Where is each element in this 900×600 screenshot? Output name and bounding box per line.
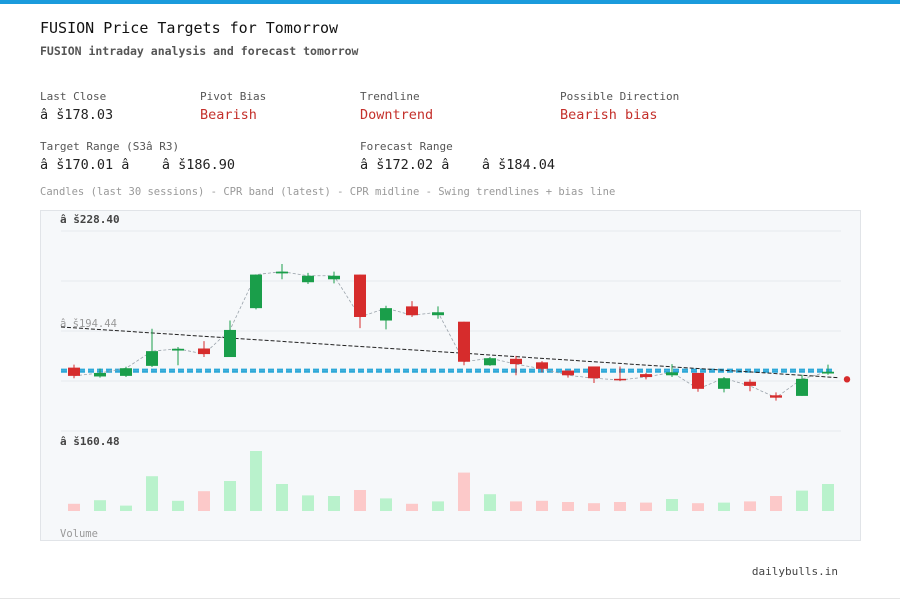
candle-body (68, 367, 80, 376)
stat-direction-label: Possible Direction (560, 90, 680, 103)
stat-pivot-bias-value: Bearish (200, 107, 257, 123)
bias-marker (843, 376, 851, 383)
page-title: FUSION Price Targets for Tomorrow (40, 19, 339, 37)
candle-body (614, 378, 626, 381)
volume-bar (458, 472, 470, 511)
volume-bar (406, 503, 418, 511)
candle-body (692, 372, 704, 389)
volume-bar (822, 484, 834, 511)
volume-bar (146, 476, 158, 511)
volume-bar (510, 501, 522, 511)
volume-bar (692, 503, 704, 511)
candle-body (172, 348, 184, 351)
candle-body (562, 370, 574, 376)
candle-body (432, 312, 444, 316)
chart-caption: Candles (last 30 sessions) - CPR band (l… (40, 186, 616, 198)
footer-source: dailybulls.in (751, 565, 838, 578)
candle-body (510, 358, 522, 365)
volume-bar (68, 503, 80, 511)
stat-last-close: Last Close â š178.03 (40, 90, 113, 123)
candlestick-chart: â š228.40 â š194.44 â š160.48 Volume (60, 213, 851, 540)
candle-body (354, 274, 366, 317)
candle-body (744, 381, 756, 386)
volume-bar (172, 500, 184, 511)
volume-bar (614, 502, 626, 511)
candle-body (198, 348, 210, 355)
candle-body (822, 371, 834, 374)
chart-panel: â š228.40 â š194.44 â š160.48 Volume (40, 210, 861, 541)
candle-body (276, 271, 288, 274)
volume-bar (276, 484, 288, 511)
volume-bar (796, 490, 808, 511)
candle-body (536, 362, 548, 369)
volume-bar (744, 501, 756, 511)
stat-trendline: Trendline Downtrend (360, 90, 433, 123)
stat-target-range-value: â š170.01 â â š186.90 (40, 157, 236, 173)
stat-forecast-range-value: â š172.02 â â š184.04 (360, 157, 556, 173)
volume-bar (562, 502, 574, 511)
volume-bar (666, 499, 678, 511)
stat-pivot-bias: Pivot Bias Bearish (200, 90, 266, 123)
volume-bar (94, 500, 106, 511)
volume-bar (120, 505, 132, 511)
volume-bar (432, 501, 444, 511)
candle-body (406, 306, 418, 316)
volume-bar (770, 496, 782, 511)
volume-bar (302, 495, 314, 511)
volume-bar (224, 481, 236, 511)
swing-trendline (60, 326, 839, 379)
candle-body (224, 329, 236, 358)
candle-body (770, 395, 782, 398)
candle-body (484, 358, 496, 366)
price-label-top: â š228.40 (60, 213, 120, 226)
stat-trendline-label: Trendline (360, 90, 420, 103)
stat-direction: Possible Direction Bearish bias (560, 90, 679, 123)
candle-body (796, 378, 808, 396)
page-subtitle: FUSION intraday analysis and forecast to… (40, 44, 359, 58)
volume-bar (536, 500, 548, 511)
stat-pivot-bias-label: Pivot Bias (200, 90, 267, 103)
candle-body (666, 372, 678, 376)
top-accent-bar (0, 0, 900, 4)
candle-body (328, 275, 340, 280)
stat-target-range: Target Range (S3â R3) â š170.01 â â š186… (40, 140, 235, 173)
stat-last-close-value: â š178.03 (40, 107, 114, 123)
volume-label: Volume (60, 528, 98, 540)
candle-body (588, 366, 600, 379)
price-label-bottom: â š160.48 (60, 435, 120, 448)
candle-body (458, 321, 470, 362)
candle-body (146, 351, 158, 366)
stat-last-close-label: Last Close (40, 90, 107, 103)
candle-body (380, 308, 392, 321)
stat-direction-value: Bearish bias (560, 107, 658, 123)
candle-body (302, 275, 314, 283)
stat-target-range-label: Target Range (S3â R3) (40, 140, 180, 153)
close-path (73, 271, 829, 399)
volume-bar (484, 494, 496, 511)
volume-bar (354, 490, 366, 511)
volume-bar (328, 496, 340, 511)
volume-bar (718, 502, 730, 511)
candle-body (640, 374, 652, 378)
stat-forecast-range-label: Forecast Range (360, 140, 453, 153)
stat-forecast-range: Forecast Range â š172.02 â â š184.04 (360, 140, 555, 173)
volume-bar (588, 503, 600, 511)
volume-bar (198, 491, 210, 511)
candle-body (94, 372, 106, 377)
volume-bar (380, 498, 392, 511)
stat-trendline-value: Downtrend (360, 107, 434, 123)
volume-bar (640, 502, 652, 511)
candle-body (718, 378, 730, 389)
candle-body (250, 274, 262, 309)
volume-bar (250, 451, 262, 511)
price-label-mid: â š194.44 (60, 318, 117, 330)
bottom-divider (0, 598, 900, 599)
candle-body (120, 368, 132, 376)
